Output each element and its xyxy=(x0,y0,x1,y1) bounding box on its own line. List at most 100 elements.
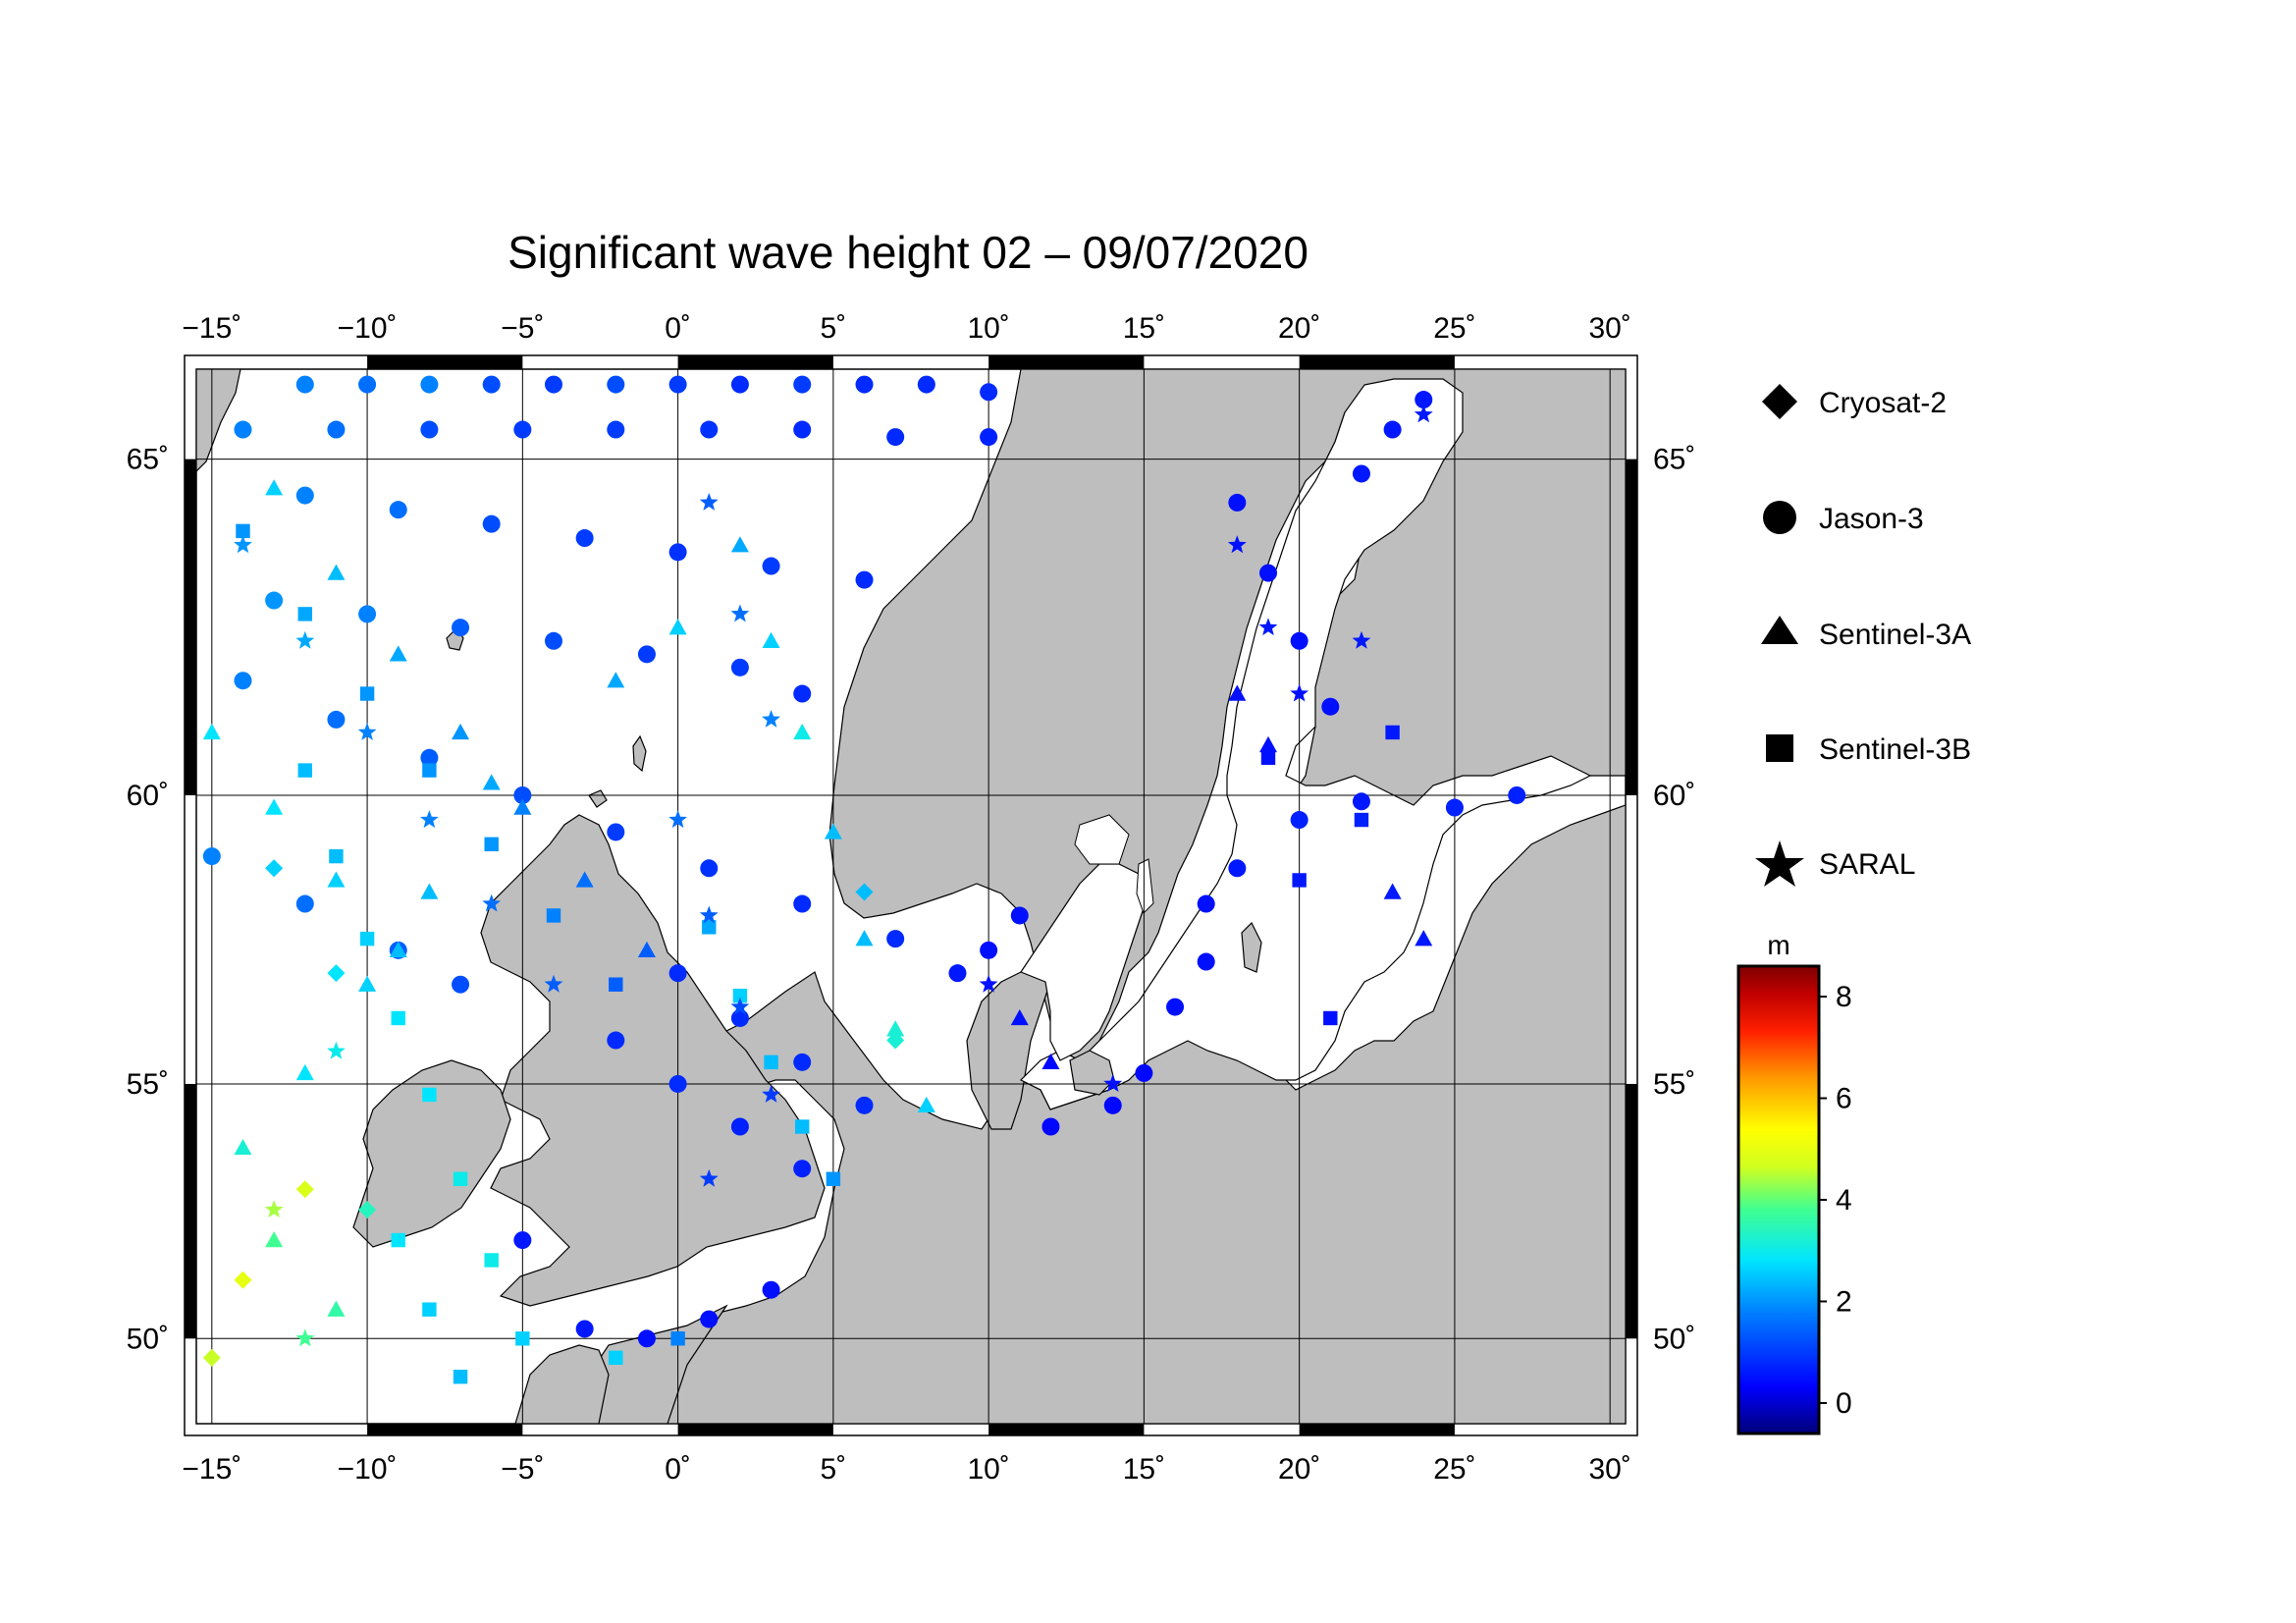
saral-marker xyxy=(234,535,252,554)
jason-3-marker xyxy=(1197,952,1215,971)
sentinel-3b-marker xyxy=(1354,812,1369,828)
jason-3-marker xyxy=(513,1231,532,1250)
frame-band-bottom xyxy=(1299,1424,1455,1435)
lon-tick-label-top: 0˚ xyxy=(665,312,691,345)
sentinel-3b-marker xyxy=(453,1171,468,1186)
jason-3-marker xyxy=(730,375,749,394)
saral-marker xyxy=(668,810,687,829)
colorbar-unit: m xyxy=(1767,930,1789,960)
legend-label-cryosat-2: Cryosat-2 xyxy=(1819,387,1947,419)
sentinel-3a-marker xyxy=(637,941,656,958)
jason-3-marker xyxy=(1290,811,1308,830)
jason-3-marker xyxy=(762,1280,780,1299)
jason-3-marker xyxy=(234,420,252,439)
frame-band-bottom xyxy=(677,1424,833,1435)
frame-band-left xyxy=(185,459,196,795)
jason-3-marker xyxy=(1228,493,1247,512)
lon-tick-label-bottom: 5˚ xyxy=(821,1453,847,1486)
sentinel-3a-marker xyxy=(1415,930,1433,947)
jason-3-marker xyxy=(668,543,687,562)
sentinel-3b-marker xyxy=(297,763,312,778)
colorbar: m 0 2 4 6 8 xyxy=(1736,930,1852,1435)
jason-3-marker xyxy=(202,847,221,866)
saral-marker xyxy=(1290,683,1309,702)
saral-marker xyxy=(544,974,563,993)
legend-item-cryosat-2: Cryosat-2 xyxy=(1762,384,1947,419)
lon-tick-label-top: −10˚ xyxy=(338,312,398,345)
jason-3-marker xyxy=(980,941,998,959)
jason-3-marker xyxy=(358,605,377,623)
sentinel-3b-marker xyxy=(826,1171,841,1186)
saral-marker xyxy=(1103,1074,1123,1092)
lake-vattern-water xyxy=(1136,858,1154,914)
saral-marker xyxy=(1258,618,1278,636)
chart-title: Significant wave height 02 – 09/07/2020 xyxy=(507,227,1308,278)
saral-marker xyxy=(730,997,750,1015)
axis-tick-labels: −15˚ −15˚ −10˚ −10˚ −5˚ −5˚ 0˚ 0˚ 5˚ 5˚ 10˚ 10˚ 15˚ 1… xyxy=(127,312,1696,1486)
sentinel-3a-marker xyxy=(1228,684,1247,701)
lon-tick-label-top: −15˚ xyxy=(182,312,241,345)
jason-3-marker xyxy=(948,964,967,983)
lon-tick-label-top: 5˚ xyxy=(821,312,847,345)
jason-3-marker xyxy=(668,964,687,983)
sentinel-3b-marker xyxy=(453,1370,468,1384)
frame-band-right xyxy=(1626,1083,1637,1339)
jason-3-marker xyxy=(793,684,812,703)
legend-label-saral: SARAL xyxy=(1819,848,1915,881)
jason-3-marker xyxy=(980,383,998,402)
saral-marker xyxy=(699,493,719,511)
square-icon xyxy=(1766,734,1793,762)
sentinel-3a-marker xyxy=(265,798,284,815)
jason-3-marker xyxy=(607,823,625,841)
legend-item-saral: SARAL xyxy=(1755,840,1915,887)
map-frame-outer xyxy=(184,354,1638,1436)
sentinel-3b-marker xyxy=(546,908,561,923)
saral-marker xyxy=(357,723,377,740)
sentinel-3b-marker xyxy=(329,848,344,864)
frame-band-top xyxy=(988,355,1145,369)
jason-3-marker xyxy=(1197,894,1215,913)
jason-3-marker xyxy=(855,375,874,394)
map-frame-bands xyxy=(185,355,1637,1435)
saral-marker xyxy=(699,1168,719,1187)
sentinel-3b-marker xyxy=(391,1010,405,1026)
jason-3-marker xyxy=(855,570,874,589)
saral-marker xyxy=(730,604,750,622)
jason-3-marker xyxy=(482,375,501,394)
jason-3-marker xyxy=(234,672,252,690)
sentinel-3b-marker xyxy=(391,1232,405,1248)
saral-marker xyxy=(295,1328,315,1347)
jason-3-marker xyxy=(295,375,314,394)
sentinel-3a-marker xyxy=(327,564,346,580)
sentinel-3a-marker xyxy=(265,479,284,496)
saral-marker xyxy=(420,810,439,829)
triangle-icon xyxy=(1761,616,1798,644)
sentinel-3b-marker xyxy=(422,1302,437,1317)
iceland-land xyxy=(196,369,241,472)
jason-3-marker xyxy=(1445,798,1464,817)
jason-3-marker xyxy=(793,420,812,439)
jason-3-marker xyxy=(295,894,314,913)
great-britain-land xyxy=(480,814,826,1307)
jason-3-marker xyxy=(668,1074,687,1093)
kattegat-water xyxy=(1020,863,1149,1061)
orkney-land xyxy=(588,789,608,808)
legend-item-jason-3: Jason-3 xyxy=(1763,501,1924,535)
jason-3-marker xyxy=(545,631,562,650)
sentinel-3a-marker xyxy=(389,645,407,662)
jason-3-marker xyxy=(762,557,780,575)
jason-3-marker xyxy=(513,785,532,804)
cryosat-2-marker xyxy=(265,859,284,878)
colorbar-ticks: 0 2 4 6 8 xyxy=(1819,981,1852,1420)
jason-3-marker xyxy=(793,1053,812,1071)
frame-band-bottom xyxy=(367,1424,523,1435)
colorbar-tick-label: 8 xyxy=(1836,981,1852,1013)
cryosat-2-marker xyxy=(855,883,874,901)
sentinel-3a-marker xyxy=(234,1138,252,1156)
sentinel-3b-marker xyxy=(1292,873,1307,888)
sentinel-3a-marker xyxy=(886,1020,905,1037)
star-icon xyxy=(1755,840,1804,887)
jason-3-marker xyxy=(1103,1096,1122,1114)
colorbar-tick-label: 6 xyxy=(1836,1083,1852,1115)
jason-3-marker xyxy=(1321,697,1340,716)
